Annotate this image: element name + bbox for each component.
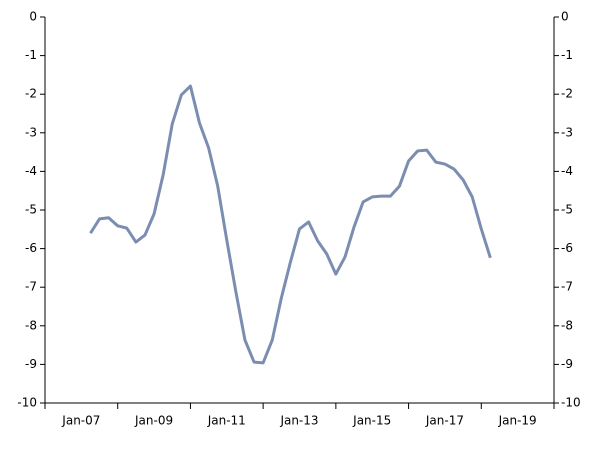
y-tick-label: -9 [25, 357, 37, 371]
x-tick-label: Jan-07 [61, 414, 100, 428]
y-tick-label: -7 [25, 280, 37, 294]
line-series [89, 84, 492, 365]
y2-tick-label: 0 [561, 10, 569, 24]
y-tick-label: -1 [25, 48, 37, 62]
y2-tick-label: -7 [561, 280, 573, 294]
x-tick-label: Jan-15 [352, 414, 391, 428]
y2-tick-label: -2 [561, 87, 573, 101]
y2-tick-label: -8 [561, 318, 573, 332]
x-tick-label: Jan-19 [498, 414, 537, 428]
y2-tick-label: -9 [561, 357, 573, 371]
y-tick-label: -2 [25, 87, 37, 101]
y-tick-label: -10 [17, 396, 37, 410]
y-tick-label: -6 [25, 241, 37, 255]
y2-tick-label: -1 [561, 48, 573, 62]
y2-tick-label: -10 [561, 396, 581, 410]
y-tick-label: -3 [25, 125, 37, 139]
x-tick-label: Jan-09 [134, 414, 173, 428]
y-tick-label: -5 [25, 203, 37, 217]
y-tick-label: -8 [25, 318, 37, 332]
y2-tick-label: -6 [561, 241, 573, 255]
y2-tick-label: -4 [561, 164, 573, 178]
y2-tick-label: -3 [561, 125, 573, 139]
x-tick-label: Jan-11 [207, 414, 246, 428]
x-tick-label: Jan-13 [279, 414, 318, 428]
y-tick-label: -4 [25, 164, 37, 178]
y-tick-label: 0 [29, 10, 37, 24]
y2-tick-label: -5 [561, 203, 573, 217]
x-tick-label: Jan-17 [425, 414, 464, 428]
